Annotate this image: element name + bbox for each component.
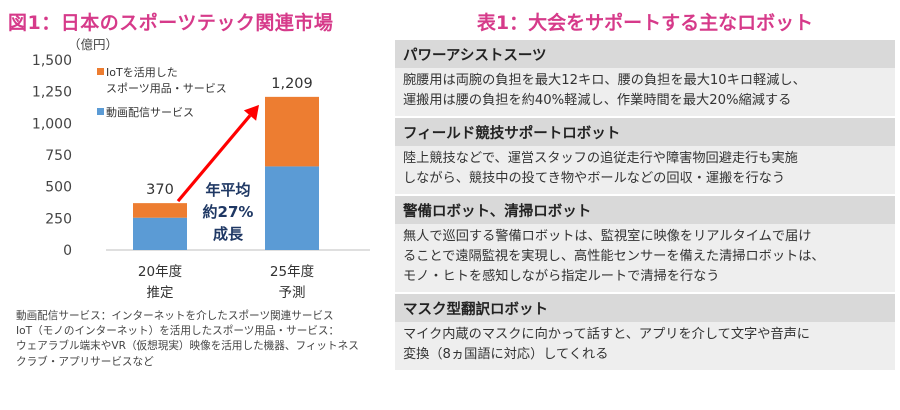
growth-arrow-line — [176, 114, 252, 203]
description-line: モノ・ヒトを感知しながら指定ルートで清掃を行なう — [403, 269, 720, 284]
table-row-heading: 警備ロボット、清掃ロボット — [395, 196, 895, 224]
description-line: ることで遠隔監視を実現し、高性能センサーを備えた清掃ロボットは、 — [403, 249, 825, 264]
y-tick-label: 0 — [63, 243, 72, 259]
table-rows: パワーアシストスーツ 腕腰用は両腕の負担を最大12キロ、腰の負担を最大10キロ軽減… — [395, 40, 895, 370]
note-line: IoT（モノのインターネット）を活用したスポーツ用品・サービス： — [16, 325, 340, 338]
table-row-description: マイク内蔵のマスクに向かって話すと、アプリを介して文字や音声に 変換（8ヵ国語に対… — [395, 322, 895, 370]
bar-segment — [265, 96, 319, 167]
legend-swatch — [97, 108, 104, 115]
note-line: クラブ・アプリサービスなど — [16, 355, 154, 368]
x-category-label: 20年度 — [138, 264, 182, 280]
bar-total-label: 1,209 — [271, 76, 313, 92]
figure-title: 図1：日本のスポーツテック関連市場 — [8, 12, 334, 34]
bar-segment — [133, 217, 187, 250]
legend-swatch — [97, 68, 104, 75]
note-line: 動画配信サービス：インターネットを介したスポーツ関連サービス — [16, 310, 334, 322]
y-tick-label: 1,500 — [32, 53, 72, 69]
growth-arrow-head — [243, 104, 259, 121]
legend-label: 動画配信サービス — [106, 105, 194, 119]
growth-annotation-line: 年平均 — [205, 181, 250, 199]
description-line: 陸上競技などで、運営スタッフの追従走行や障害物回避走行も実施 — [403, 151, 798, 166]
description-line: 変換（8ヵ国語に対応）してくれる — [403, 347, 609, 362]
x-category-sublabel: 予測 — [279, 285, 306, 301]
bar-segment — [133, 203, 187, 218]
description-line: 運搬用は腰の負担を約40%軽減し、作業時間を最大20%縮減する — [403, 93, 792, 108]
table-row-heading: マスク型翻訳ロボット — [395, 294, 895, 322]
table-row-heading: パワーアシストスーツ — [395, 40, 895, 68]
y-axis-unit-label: （億円） — [68, 37, 118, 52]
description-line: マイク内蔵のマスクに向かって話すと、アプリを介して文字や音声に — [403, 327, 810, 342]
note-line: ウェアラブル端末やVR（仮想現実）映像を活用した機器、フィットネス — [16, 340, 359, 353]
growth-annotation-line: 成長 — [213, 225, 244, 243]
bar-total-label: 370 — [146, 182, 174, 198]
table-row-description: 陸上競技などで、運営スタッフの追従走行や障害物回避走行も実施 しながら、競技中の投… — [395, 146, 895, 194]
y-tick-label: 1,000 — [32, 116, 72, 132]
market-figure: 図1：日本のスポーツテック関連市場 （億円） 0 250 500 750 1,000 1,2… — [0, 0, 385, 410]
y-tick-label: 250 — [45, 211, 72, 227]
y-tick-label: 750 — [45, 148, 72, 164]
description-line: 無人で巡回する警備ロボットは、監視室に映像をリアルタイムで届け — [403, 229, 812, 244]
description-line: しながら、競技中の投てき物やボールなどの回収・運搬を行なう — [403, 171, 786, 186]
x-category-sublabel: 推定 — [147, 285, 174, 301]
legend-label: スポーツ用品・サービス — [106, 82, 227, 95]
table-title: 表1：大会をサポートする主なロボット — [476, 12, 814, 34]
table-row-description: 腕腰用は両腕の負担を最大12キロ、腰の負担を最大10キロ軽減し、 運搬用は腰の負担… — [395, 68, 895, 116]
y-tick-label: 500 — [45, 180, 72, 196]
table-row-heading: フィールド競技サポートロボット — [395, 118, 895, 146]
x-category-label: 25年度 — [270, 264, 314, 280]
bar-segment — [265, 166, 319, 250]
table-row-description: 無人で巡回する警備ロボットは、監視室に映像をリアルタイムで届け ることで遠隔監視を… — [395, 224, 895, 292]
legend-label: IoTを活用した — [106, 66, 178, 79]
growth-annotation-line: 約27% — [203, 203, 254, 221]
y-tick-label: 1,250 — [32, 85, 72, 101]
figure-notes: 動画配信サービス：インターネットを介したスポーツ関連サービス IoT（モノのイン… — [16, 309, 384, 370]
description-line: 腕腰用は両腕の負担を最大12キロ、腰の負担を最大10キロ軽減し、 — [403, 73, 806, 88]
robot-table: 表1：大会をサポートする主なロボット パワーアシストスーツ 腕腰用は両腕の負担を最… — [395, 0, 895, 410]
